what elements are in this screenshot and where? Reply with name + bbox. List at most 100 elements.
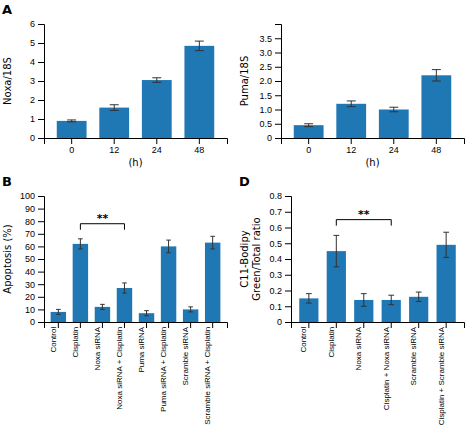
y-tick-mark	[285, 322, 291, 323]
y-tick: 1.0	[259, 105, 281, 115]
x-tick-label: 48	[194, 145, 204, 155]
y-tick-mark	[38, 221, 44, 222]
error-bar-line	[210, 236, 215, 249]
y-tick-mark	[38, 209, 44, 210]
y-tick: 0.8	[269, 191, 291, 201]
x-tick-label: Cisplatin	[327, 327, 336, 358]
x-tick-label: Puma siRNA	[137, 326, 146, 372]
error-bar-line	[110, 105, 119, 111]
x-tick: 0	[69, 138, 74, 155]
y-tick-label: 40	[25, 267, 35, 277]
bar	[142, 80, 172, 138]
y-tick-mark	[38, 100, 44, 101]
error-bar-line	[56, 309, 61, 314]
panel: 01234560122448(h)Noxa/18SA	[2, 2, 228, 168]
error-bar	[152, 78, 161, 83]
x-tick-label: Control	[49, 327, 58, 353]
y-tick: 40	[25, 267, 44, 277]
x-tick: Cisplatin	[327, 322, 336, 357]
y-axis-line	[275, 25, 282, 139]
y-tick-mark	[275, 138, 281, 139]
error-bar-line	[152, 78, 161, 83]
x-tick-label: Scramble siRNA	[181, 326, 190, 385]
y-tick-mark	[285, 212, 291, 213]
y-tick: 6	[30, 19, 44, 29]
x-tick-mark	[71, 138, 72, 144]
x-tick-mark	[393, 138, 394, 144]
plot-area	[299, 232, 456, 322]
x-tick: 12	[109, 138, 119, 155]
y-tick-mark	[285, 291, 291, 292]
x-axis-line	[45, 139, 228, 145]
y-axis-title: Noxa/18S	[2, 57, 13, 105]
error-bar	[67, 120, 76, 122]
y-tick-label: 100	[20, 191, 35, 201]
x-tick: Noxa siRNA	[93, 322, 102, 370]
x-tick: Puma siRNA + Cisplatin	[159, 322, 168, 412]
y-tick-label: 90	[25, 204, 35, 214]
x-axis: ControlCisplatinNoxa siRNACisplatin + No…	[292, 322, 465, 425]
y-axis-line	[38, 197, 45, 323]
y-tick: 0.1	[269, 302, 291, 312]
x-axis: ControlCisplatinNoxa siRNANoxa siRNA + C…	[45, 322, 228, 425]
title: A	[2, 2, 12, 17]
y-tick-mark	[38, 284, 44, 285]
x-tick-label: Puma siRNA + Cisplatin	[159, 327, 168, 412]
plot-area	[57, 41, 214, 138]
x-tick-mark	[168, 322, 169, 328]
y-tick: 10	[25, 305, 44, 315]
title: B	[2, 174, 12, 189]
y-tick-label: 0.3	[269, 270, 282, 280]
y-tick-label: 0	[30, 317, 35, 327]
y-tick-mark	[275, 81, 281, 82]
y-tick: 3	[30, 76, 44, 86]
y-tick: 2.0	[259, 76, 281, 86]
x-tick-label: Noxa siRNA	[354, 326, 363, 370]
y-tick-label: 0	[267, 133, 272, 143]
y-tick: 0	[277, 317, 291, 327]
y-axis-title: Puma/18S	[239, 56, 250, 107]
y-tick-mark	[38, 246, 44, 247]
error-bar	[361, 294, 367, 307]
error-bar-line	[100, 304, 105, 309]
error-bar	[304, 124, 313, 127]
y-tick: 1.5	[259, 91, 281, 101]
panel: 0102030405060708090100ControlCisplatinNo…	[2, 174, 228, 425]
y-axis-title: Apoptosis (%)	[2, 224, 13, 293]
y-tick-mark	[38, 43, 44, 44]
y-tick: 50	[25, 254, 44, 264]
x-tick: 24	[389, 138, 399, 155]
y-tick: 0.2	[269, 286, 291, 296]
error-bar	[432, 70, 441, 81]
x-tick-mark	[190, 322, 191, 328]
x-tick-label: 24	[152, 145, 162, 155]
error-bar	[306, 294, 312, 303]
x-tick: Control	[299, 322, 308, 353]
x-tick-mark	[102, 322, 103, 328]
x-tick-mark	[80, 322, 81, 328]
x-tick-mark	[308, 322, 309, 328]
x-tick-mark	[156, 138, 157, 144]
plot-area	[294, 70, 451, 138]
y-tick: 20	[25, 292, 44, 302]
y-axis: 00.51.01.52.02.53.03.5	[259, 25, 281, 144]
error-bar-line	[306, 294, 312, 303]
y-tick-label: 1	[30, 114, 35, 124]
y-tick-label: 0.6	[269, 223, 282, 233]
y-tick-mark	[38, 259, 44, 260]
x-tick-label: Scramble siRNA + Cisplatin	[203, 327, 212, 425]
error-bar	[56, 309, 61, 314]
y-tick: 0.5	[259, 119, 281, 129]
error-bar	[333, 235, 339, 267]
y-tick: 1	[30, 114, 44, 124]
y-tick-mark	[285, 259, 291, 260]
y-tick-label: 0.1	[269, 302, 282, 312]
y-tick-mark	[38, 24, 44, 25]
x-tick-label: 0	[306, 145, 311, 155]
y-tick-label: 0.7	[269, 207, 282, 217]
y-tick-label: 0.8	[269, 191, 282, 201]
y-tick-mark	[285, 228, 291, 229]
x-tick-label: Noxa siRNA	[93, 326, 102, 370]
error-bar-line	[304, 124, 313, 127]
y-axis-title: C11-BodipyGreen/Total ratio	[239, 217, 262, 300]
